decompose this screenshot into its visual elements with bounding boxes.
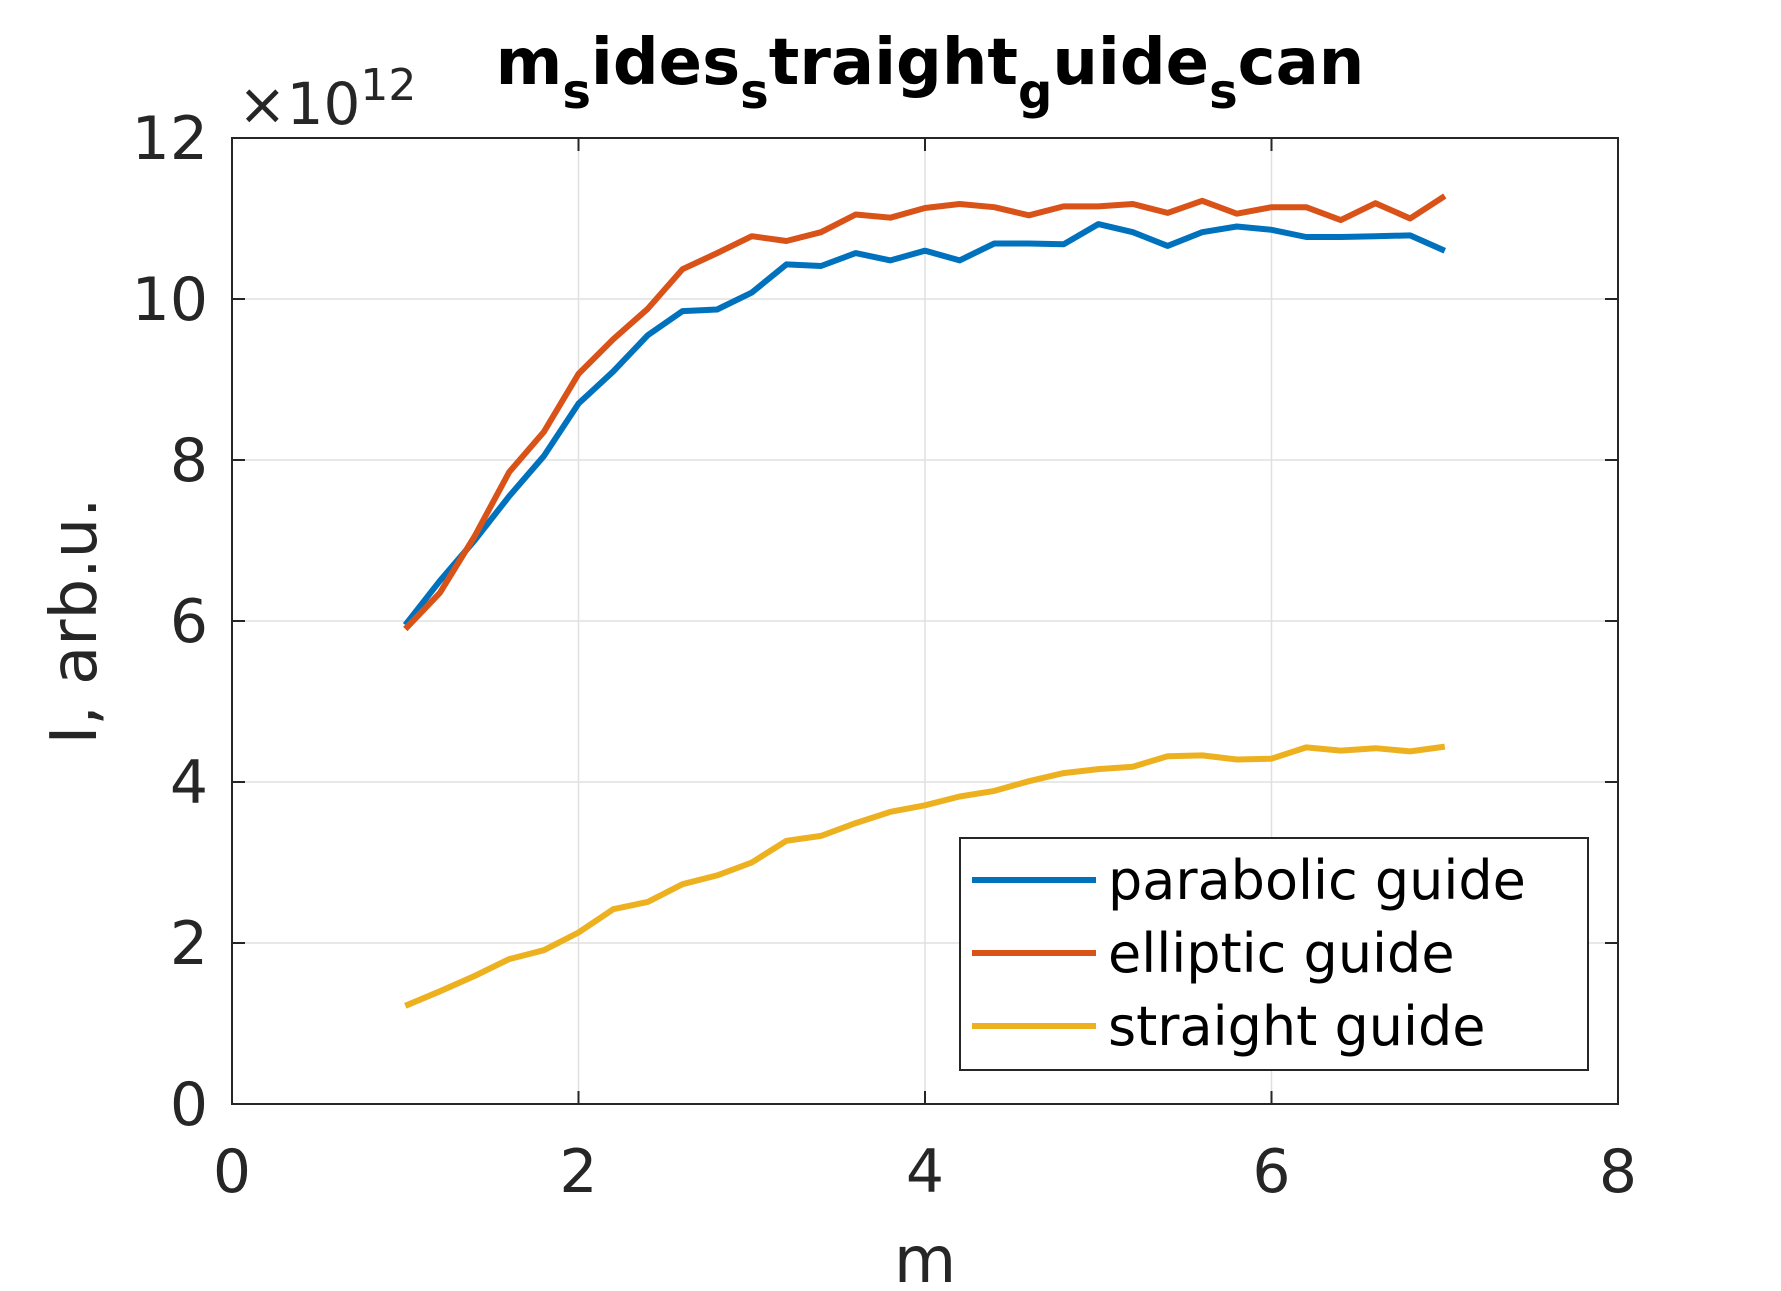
chart-title: msidesstraightguidescan (496, 26, 1365, 120)
chart-title-part-8: can (1238, 26, 1365, 100)
x-tick-labels: 0 2 4 6 8 (213, 1137, 1637, 1207)
y-axis-exponent-base: ×10 (238, 70, 360, 138)
chart-title-part-3: s (740, 64, 769, 120)
y-axis-exponent: ×1012 (238, 60, 416, 138)
y-tick-label-6: 12 (132, 104, 208, 174)
x-tick-label-0: 0 (213, 1137, 251, 1207)
chart-title-part-0: m (496, 26, 563, 100)
x-tick-label-4: 8 (1599, 1137, 1637, 1207)
x-tick-label-2: 4 (906, 1137, 944, 1207)
chart-title-part-7: s (1209, 64, 1238, 120)
x-axis-label: m (894, 1224, 956, 1291)
y-tick-label-3: 6 (170, 587, 208, 657)
legend-label-0: parabolic guide (1108, 849, 1526, 912)
series-layer (402, 193, 1447, 1009)
x-tick-label-1: 2 (559, 1137, 597, 1207)
y-axis-label: I, arb.u. (38, 498, 112, 745)
x-tick-label-3: 6 (1252, 1137, 1290, 1207)
legend-label-2: straight guide (1108, 995, 1485, 1058)
chart-title-part-2: ides (591, 26, 740, 100)
chart-title-part-4: traight (769, 26, 1018, 100)
legend-label-1: elliptic guide (1108, 922, 1455, 985)
y-tick-label-0: 0 (170, 1070, 208, 1140)
y-tick-label-4: 8 (170, 426, 208, 496)
series-line-parabolic-guide (402, 221, 1447, 627)
y-tick-label-5: 10 (132, 265, 208, 335)
y-tick-label-2: 4 (170, 748, 208, 818)
y-tick-labels: 0 2 4 6 8 10 12 (132, 104, 208, 1140)
chart-title-part-6: uide (1052, 26, 1209, 100)
tick-marks (231, 137, 1619, 1105)
legend: parabolic guide elliptic guide straight gu… (959, 837, 1589, 1071)
chart-title-part-1: s (562, 64, 591, 120)
series-line-elliptic-guide (403, 193, 1447, 632)
y-tick-label-1: 2 (170, 909, 208, 979)
series-line-straight-guide (404, 743, 1446, 1009)
y-axis-exponent-power: 12 (360, 60, 416, 111)
chart-title-part-5: g (1018, 64, 1052, 120)
